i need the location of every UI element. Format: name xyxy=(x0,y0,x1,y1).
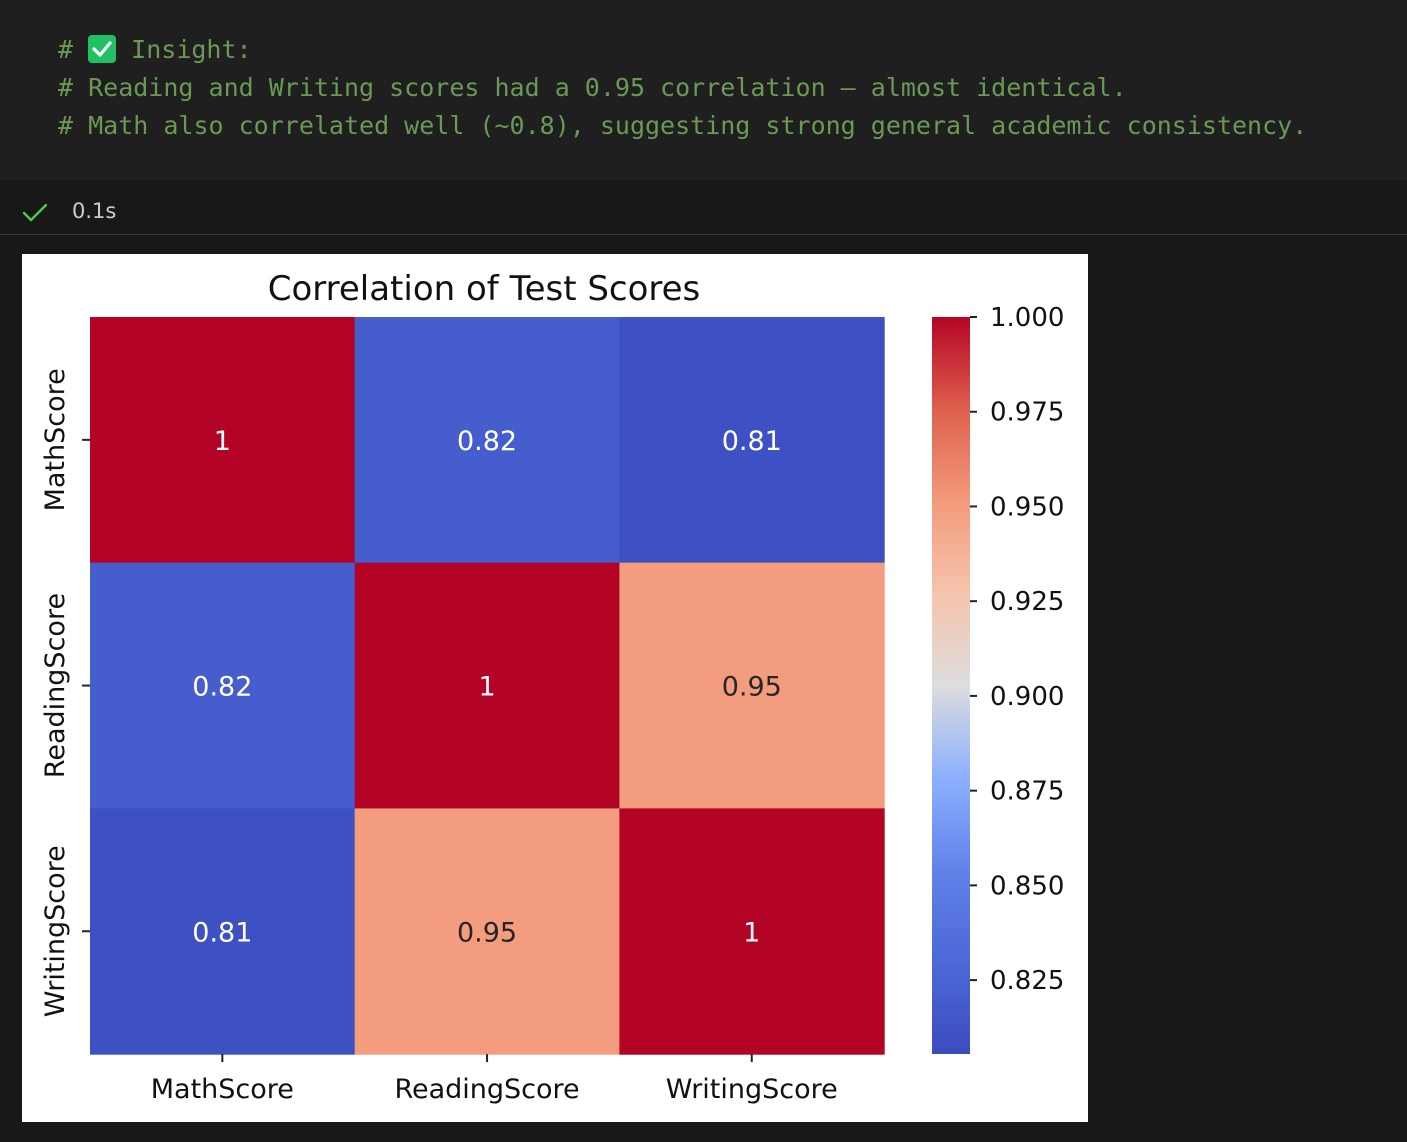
cell-annotation: 0.95 xyxy=(722,672,782,703)
y-tick-label: MathScore xyxy=(40,368,71,511)
comment-prefix: # xyxy=(58,35,89,64)
heatmap-cell xyxy=(354,808,620,1055)
execution-time: 0.1s xyxy=(72,199,117,223)
colorbar-tick-label: 0.825 xyxy=(990,966,1064,996)
cell-annotation: 0.81 xyxy=(722,426,782,457)
y-tick-label: ReadingScore xyxy=(40,593,71,778)
heatmap-chart: Correlation of Test Scores 1 0.82 0.81 0.82… xyxy=(40,269,1064,1105)
heatmap-cell xyxy=(354,317,620,564)
heatmap-figure: Correlation of Test Scores 1 0.82 0.81 0.82… xyxy=(22,254,1088,1122)
cell-annotation: 0.95 xyxy=(457,917,517,948)
comment-insight: Insight: xyxy=(116,35,252,64)
code-line-3: # Math also correlated well (~0.8), sugg… xyxy=(58,111,1308,140)
code-cell[interactable]: # Insight: # Reading and Writing scores … xyxy=(0,0,1407,180)
x-tick-label: MathScore xyxy=(151,1074,294,1105)
colorbar-tick-label: 0.975 xyxy=(990,398,1064,428)
cell-annotation: 1 xyxy=(214,426,231,457)
x-tick-label: ReadingScore xyxy=(394,1074,579,1105)
heatmap-cell xyxy=(619,562,885,809)
heatmap-cell xyxy=(90,808,356,1055)
colorbar-tick-label: 0.950 xyxy=(990,492,1064,522)
x-tick-label: WritingScore xyxy=(666,1074,838,1105)
cell-annotation: 1 xyxy=(478,672,495,703)
heatmap-cell xyxy=(90,562,356,809)
heatmap-cell xyxy=(619,317,885,564)
check-mark-emoji-icon xyxy=(88,35,117,63)
colorbar-tick-label: 0.850 xyxy=(990,871,1064,901)
heatmap-cell xyxy=(90,317,356,564)
colorbar-tick-label: 0.900 xyxy=(990,682,1064,712)
code-line-1: # Insight: xyxy=(58,31,252,69)
check-icon xyxy=(22,202,48,229)
colorbar xyxy=(932,317,970,1054)
heatmap-cell xyxy=(619,808,885,1055)
cell-annotation: 0.81 xyxy=(192,917,252,948)
cell-status-bar: 0.1s xyxy=(0,180,1407,235)
colorbar-tick-label: 1.000 xyxy=(990,303,1064,333)
colorbar-tick-label: 0.875 xyxy=(990,777,1064,807)
cell-annotation: 0.82 xyxy=(192,672,252,703)
cell-annotation: 0.82 xyxy=(457,426,517,457)
cell-annotation: 1 xyxy=(743,917,760,948)
chart-title: Correlation of Test Scores xyxy=(268,269,701,309)
colorbar-tick-label: 0.925 xyxy=(990,587,1064,617)
y-tick-label: WritingScore xyxy=(40,845,71,1017)
code-line-2: # Reading and Writing scores had a 0.95 … xyxy=(58,73,1127,102)
heatmap-cell xyxy=(354,562,620,809)
